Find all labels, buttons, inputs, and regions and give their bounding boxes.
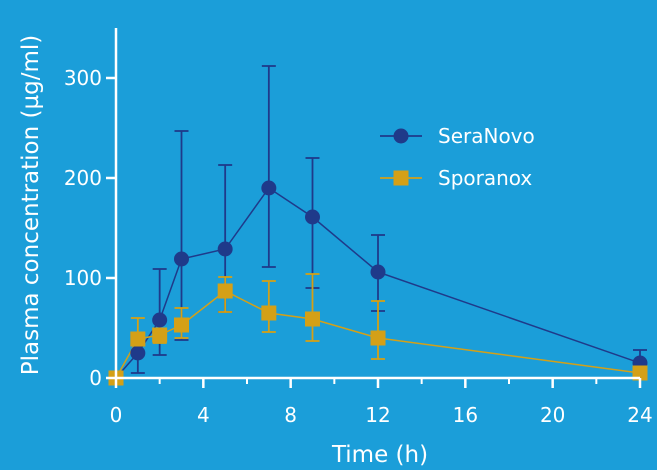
data-point xyxy=(305,311,320,327)
data-point xyxy=(217,241,233,257)
x-tick-label: 12 xyxy=(365,403,390,427)
y-axis-title: Plasma concentration (µg/ml) xyxy=(18,35,44,375)
data-point xyxy=(370,264,386,280)
legend-marker xyxy=(393,170,409,186)
data-point xyxy=(152,327,168,343)
data-point xyxy=(174,251,189,267)
data-point xyxy=(130,331,146,347)
data-point xyxy=(152,312,168,328)
y-tick-label: 200 xyxy=(64,166,102,190)
legend-label: SeraNovo xyxy=(438,124,535,148)
x-tick-label: 8 xyxy=(284,403,297,427)
x-tick-label: 20 xyxy=(540,403,565,427)
y-tick-label: 100 xyxy=(64,266,102,290)
data-point xyxy=(174,317,189,333)
x-tick-label: 0 xyxy=(110,403,123,427)
data-point xyxy=(370,330,386,346)
x-tick-label: 4 xyxy=(197,403,210,427)
y-tick-label: 300 xyxy=(64,66,102,90)
legend-marker xyxy=(393,128,409,144)
data-point xyxy=(261,305,277,321)
x-axis-title: Time (h) xyxy=(331,442,428,468)
data-point xyxy=(130,345,146,361)
legend-label: Sporanox xyxy=(438,166,532,190)
y-tick-label: 0 xyxy=(89,366,102,390)
x-tick-label: 16 xyxy=(453,403,478,427)
data-point xyxy=(305,209,320,225)
x-tick-label: 24 xyxy=(627,403,652,427)
data-point xyxy=(217,283,233,299)
data-point xyxy=(261,180,277,196)
